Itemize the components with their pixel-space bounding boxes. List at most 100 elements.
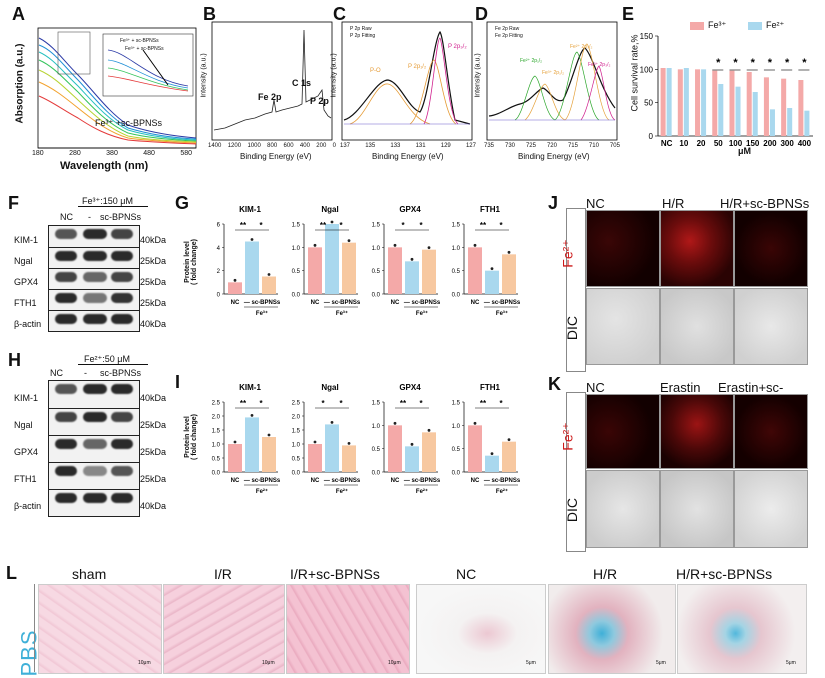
- bar: [422, 249, 436, 294]
- xtick: 127: [465, 143, 476, 149]
- subchart-title: Ngal: [321, 205, 338, 214]
- panel-b-peak-c1s: C 1s: [292, 78, 312, 88]
- xtick: 800: [267, 143, 278, 149]
- blot-row-label: KIM-1: [14, 393, 39, 403]
- bar-fe3: [660, 68, 666, 136]
- panel-h-bracket: [78, 364, 148, 365]
- blot-row-label: β-actin: [14, 319, 42, 329]
- y-tick-label: 2.5: [212, 401, 221, 407]
- y-tick-label: 1.0: [212, 443, 221, 449]
- y-tick-label: 0.5: [212, 457, 221, 463]
- xtick: 400: [299, 143, 310, 149]
- bar: [468, 425, 482, 472]
- y-tick-label: 0: [649, 132, 654, 141]
- x-tick-label: 200: [763, 139, 777, 148]
- x-tick-label: NC: [231, 478, 240, 484]
- y-tick-label: 4: [217, 246, 221, 252]
- sig-mark: *: [499, 221, 503, 230]
- micro-k-dic-erbp: [734, 470, 808, 548]
- xtick: 137: [340, 143, 351, 149]
- legend-swatch-fe3: [690, 22, 704, 30]
- x-tick-label: 20: [697, 139, 706, 148]
- bar-fe3: [695, 69, 701, 136]
- panel-b-xlabel: Binding Energy (eV): [240, 152, 312, 161]
- bar: [485, 455, 499, 472]
- data-point: [410, 257, 414, 261]
- bar-fe3: [677, 69, 683, 136]
- data-point: [507, 250, 511, 254]
- panel-j-row-fe: Fe²⁺: [559, 239, 576, 268]
- xtick: 715: [567, 143, 578, 149]
- bar-fe2: [718, 84, 724, 136]
- blot-row-label: FTH1: [14, 474, 37, 484]
- panel-a-inset-label-2: Fe³⁺ + sc-BPNSs: [125, 46, 164, 52]
- y-tick-label: 2.0: [212, 415, 221, 421]
- bar-fe3: [712, 70, 718, 136]
- x-tick-label: 10: [679, 139, 688, 148]
- bar-fe2: [666, 68, 672, 136]
- data-point: [427, 246, 431, 250]
- bar: [485, 270, 499, 294]
- bar: [262, 276, 276, 294]
- subchart-title: FTH1: [480, 205, 501, 214]
- panel-d-xlabel: Binding Energy (eV): [518, 152, 590, 161]
- panel-c-ylabel: Intensity (a.u.): [330, 53, 338, 98]
- histo-ir: [163, 584, 285, 674]
- bar: [308, 247, 322, 294]
- x-tick-label: 150: [746, 139, 760, 148]
- xtick: 600: [283, 143, 294, 149]
- data-point: [427, 428, 431, 432]
- xtick: 710: [588, 143, 599, 149]
- micro-k-fe-erastin: [660, 394, 734, 469]
- y-tick-label: 100: [640, 65, 654, 74]
- bar: [342, 445, 356, 472]
- data-point: [347, 239, 351, 243]
- panel-f-blot: [48, 225, 140, 332]
- y-tick-label: 1.5: [452, 401, 461, 407]
- xtick: 705: [609, 143, 620, 149]
- y-tick-label: 0.0: [212, 471, 221, 477]
- xtick: 129: [440, 143, 451, 149]
- blot-row: [49, 226, 139, 242]
- x-tick-label: — sc-BPNSs: [244, 300, 281, 306]
- data-point: [393, 421, 397, 425]
- bar: [502, 441, 516, 472]
- panel-d-label: D: [475, 4, 488, 24]
- panel-e-ylabel: Cell survival rate,%: [629, 34, 640, 112]
- panel-j-label: J: [548, 193, 559, 213]
- panel-h-treatment: Fe²⁺:50 μM: [84, 354, 130, 364]
- xtick: 580: [180, 150, 192, 157]
- sig-mark: **: [240, 221, 247, 230]
- panel-f-col-nc: NC: [60, 212, 73, 222]
- significance-mark: *: [733, 57, 738, 69]
- blot-row-label: β-actin: [14, 501, 42, 511]
- panel-f-kda: 40kDa 25kDa 25kDa 25kDa 40kDa: [140, 230, 166, 335]
- bar-fe2: [769, 109, 775, 136]
- y-tick-label: 50: [644, 99, 653, 108]
- panel-f-row-labels: KIM-1 Ngal GPX4 FTH1 β-actin: [14, 230, 41, 335]
- panel-g-ylabel: Protein level ( fold change): [183, 239, 198, 285]
- panel-e-label: E: [622, 4, 635, 24]
- panel-d-ylabel: Intensity (a.u.): [474, 53, 482, 98]
- panel-a-legend: Fe³⁺ +sc-BPNSs: [95, 118, 163, 128]
- bar: [405, 261, 419, 294]
- blot-row-label: GPX4: [14, 447, 39, 457]
- y-tick-label: 0.5: [292, 269, 301, 275]
- xtick: 133: [390, 143, 401, 149]
- y-tick-label: 1.0: [372, 424, 381, 430]
- panel-b-xps-survey: [211, 21, 333, 141]
- y-tick-label: 0.5: [452, 269, 461, 275]
- panel-b-xticks: 1400 1200 1000 800 600 400 200 0: [208, 143, 336, 149]
- sig-mark: *: [499, 399, 503, 408]
- micro-k-dic-erastin: [660, 470, 734, 548]
- x-tick-label: 400: [798, 139, 812, 148]
- micro-j-fe-hrbp: [734, 210, 808, 287]
- y-tick-label: 0.0: [372, 293, 381, 299]
- group-label: Fe²⁺: [336, 488, 348, 495]
- micro-j-fe-hr: [660, 210, 734, 287]
- panel-f-label: F: [8, 193, 19, 213]
- y-tick-label: 0: [217, 293, 221, 299]
- panel-j-row-frame: [566, 208, 586, 372]
- y-tick-label: 1.0: [452, 246, 461, 252]
- group-label: Fe³⁺: [336, 310, 348, 317]
